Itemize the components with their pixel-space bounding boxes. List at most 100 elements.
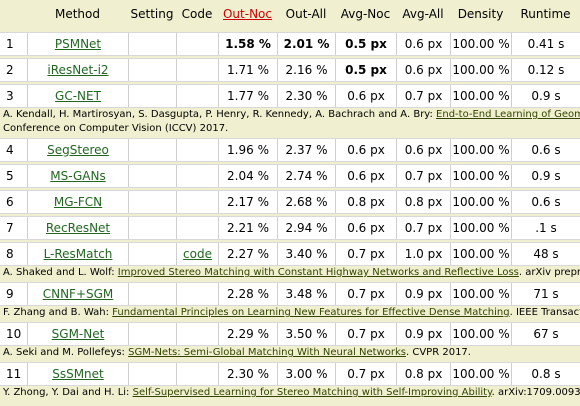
citation-line: F. Zhang and B. Wah: Fundamental Princip… [3, 306, 580, 320]
out-noc-value: 1.71 % [218, 59, 277, 81]
citation-authors: A. Seki and M. Pollefeys: [3, 347, 129, 358]
method-name-link[interactable]: SsSMnet [52, 367, 104, 381]
method-name[interactable]: SGM-Net [27, 323, 128, 345]
table-row: 11 SsSMnet 2.30 % 3.00 % 0.7 px 0.8 px 100.00 … [0, 362, 580, 386]
density-value: 100.00 % [450, 85, 511, 107]
runtime-value: 0.6 s [511, 139, 580, 161]
table-row: 2 iResNet-i2 1.71 % 2.16 % 0.5 px 0.6 px 100.0… [0, 58, 580, 82]
method-name-link[interactable]: SGM-Net [51, 327, 105, 341]
header-avg-noc: Avg-Noc [340, 7, 391, 21]
out-all-value: 2.94 % [277, 217, 335, 239]
citation-venue: . IEEE Transactions on Ima [509, 307, 580, 318]
out-noc-value: 2.21 % [218, 217, 277, 239]
method-name[interactable]: MG-FCN [27, 191, 128, 213]
method-name[interactable]: RecResNet [27, 217, 128, 239]
paper-title-link[interactable]: Improved Stereo Matching with Constant H… [117, 267, 519, 278]
citation-authors: A. Shaked and L. Wolf: [3, 267, 118, 278]
out-noc-value: 2.28 % [218, 283, 277, 305]
avg-all-value: 1.0 px [396, 243, 450, 265]
setting-cell [128, 85, 176, 107]
rank-cell: 11 [6, 367, 22, 381]
setting-cell [128, 59, 176, 81]
table-row: 8 L-ResMatch code 2.27 % 3.40 % 0.7 px 1.0 px 1… [0, 242, 580, 266]
out-noc-value: 1.96 % [218, 139, 277, 161]
method-name[interactable]: SegStereo [27, 139, 128, 161]
avg-noc-value: 0.7 px [335, 283, 396, 305]
method-name[interactable]: L-ResMatch [27, 243, 128, 265]
citation-line: A. Seki and M. Pollefeys: SGM-Nets: Semi… [3, 346, 580, 360]
setting-cell [128, 217, 176, 239]
paper-title-link[interactable]: Self-Supervised Learning for Stereo Matc… [132, 387, 492, 398]
method-name-link[interactable]: GC-NET [55, 89, 101, 103]
runtime-value: 71 s [511, 283, 580, 305]
runtime-value: 0.9 s [511, 165, 580, 187]
rank-cell: 9 [6, 287, 14, 301]
rank-cell: 1 [6, 37, 14, 51]
avg-all-value: 0.7 px [396, 217, 450, 239]
method-name-link[interactable]: MG-FCN [53, 195, 103, 209]
out-noc-value: 1.77 % [218, 85, 277, 107]
runtime-value: .1 s [511, 217, 580, 239]
setting-cell [128, 363, 176, 385]
header-density: Density [457, 7, 504, 21]
out-all-value: 2.74 % [277, 165, 335, 187]
out-all-value: 2.30 % [277, 85, 335, 107]
table-header: Method Setting Code Out-Noc Out-All Avg-… [0, 0, 580, 28]
avg-noc-value: 0.6 px [335, 139, 396, 161]
runtime-value: 0.9 s [511, 85, 580, 107]
density-value: 100.00 % [450, 323, 511, 345]
method-name[interactable]: MS-GANs [27, 165, 128, 187]
table-row: 7 RecResNet 2.21 % 2.94 % 0.6 px 0.7 px 100.00… [0, 216, 580, 240]
paper-title-link[interactable]: SGM-Nets: Semi-Global Matching With Neur… [128, 347, 406, 358]
citation-venue: . CVPR 2017. [406, 347, 471, 358]
header-setting: Setting [130, 7, 174, 21]
setting-cell [128, 243, 176, 265]
out-noc-value: 2.29 % [218, 323, 277, 345]
avg-noc-value: 0.8 px [335, 191, 396, 213]
avg-all-value: 0.7 px [396, 165, 450, 187]
method-name-link[interactable]: CNNF+SGM [42, 287, 114, 301]
method-name[interactable]: SsSMnet [27, 363, 128, 385]
runtime-value: 0.41 s [511, 33, 580, 55]
out-noc-value: 2.30 % [218, 363, 277, 385]
method-name-link[interactable]: MS-GANs [50, 169, 106, 183]
code-link[interactable]: code [183, 247, 212, 261]
code-cell [176, 139, 218, 161]
density-value: 100.00 % [450, 283, 511, 305]
citation-authors: Y. Zhong, Y. Dai and H. Li: [3, 387, 133, 398]
setting-cell [128, 165, 176, 187]
code[interactable]: code [176, 243, 218, 265]
method-name[interactable]: iResNet-i2 [27, 59, 128, 81]
out-noc-label[interactable]: Out-Noc [222, 7, 272, 21]
out-all-value: 3.50 % [277, 323, 335, 345]
avg-all-value: 0.7 px [396, 85, 450, 107]
method-name[interactable]: CNNF+SGM [27, 283, 128, 305]
method-name-link[interactable]: L-ResMatch [43, 247, 113, 261]
code-cell [176, 323, 218, 345]
header-out-noc-sort-link[interactable]: Out-Noc [218, 0, 277, 28]
out-noc-value: 2.17 % [218, 191, 277, 213]
method-name-link[interactable]: iResNet-i2 [47, 63, 109, 77]
method-name-link[interactable]: SegStereo [47, 143, 109, 157]
method-name-link[interactable]: RecResNet [45, 221, 111, 235]
rank-cell: 7 [6, 221, 14, 235]
code-cell [176, 217, 218, 239]
code-cell [176, 283, 218, 305]
paper-title-link[interactable]: End-to-End Learning of Geometry and C [436, 109, 580, 120]
paper-title-link[interactable]: Fundamental Principles on Learning New F… [112, 307, 510, 318]
avg-noc-value: 0.7 px [335, 323, 396, 345]
header-runtime: Runtime [520, 7, 571, 21]
code-cell [176, 165, 218, 187]
density-value: 100.00 % [450, 191, 511, 213]
citation-authors: F. Zhang and B. Wah: [3, 307, 113, 318]
setting-cell [128, 139, 176, 161]
setting-cell [128, 191, 176, 213]
method-name[interactable]: GC-NET [27, 85, 128, 107]
code-cell [176, 33, 218, 55]
avg-all-value: 0.9 px [396, 323, 450, 345]
method-name[interactable]: PSMNet [27, 33, 128, 55]
citation-line: A. Shaked and L. Wolf: Improved Stereo M… [3, 266, 580, 280]
avg-noc-value: 0.7 px [335, 243, 396, 265]
table-row: 10 SGM-Net 2.29 % 3.50 % 0.7 px 0.9 px 100.00 … [0, 322, 580, 346]
method-name-link[interactable]: PSMNet [54, 37, 102, 51]
